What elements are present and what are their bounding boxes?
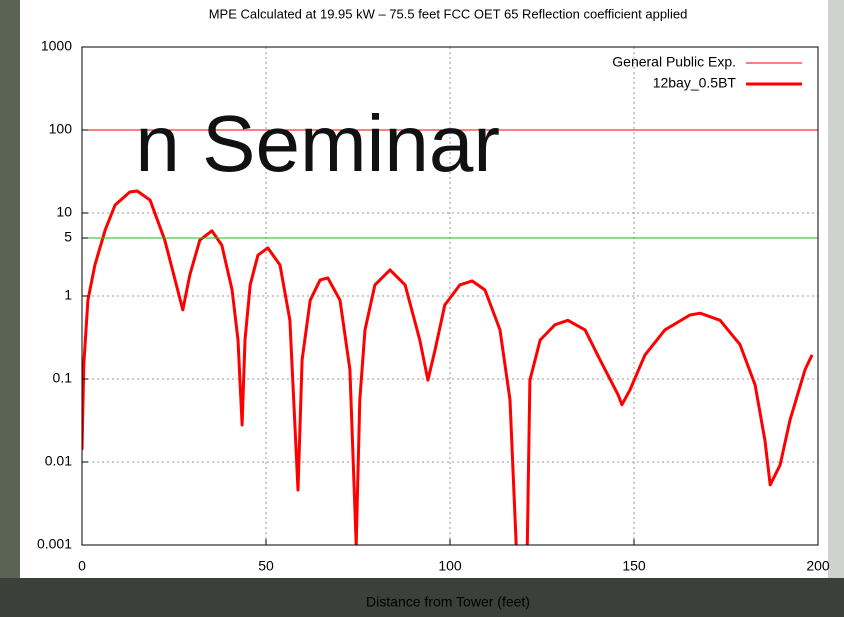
photo-strip-left — [0, 0, 20, 617]
x-tick-label: 50 — [258, 558, 274, 574]
chart-title: MPE Calculated at 19.95 kW – 75.5 feet F… — [209, 6, 688, 21]
y-tick-label: 0.001 — [37, 536, 72, 552]
x-axis-label: Distance from Tower (feet) — [366, 594, 530, 610]
photo-strip-bottom — [0, 578, 844, 617]
overlay-text: n Seminar — [135, 99, 500, 188]
x-tick-label: 200 — [806, 558, 830, 574]
y-tick-label: 5 — [64, 229, 72, 245]
legend-label: 12bay_0.5BT — [653, 75, 737, 91]
y-tick-label: 1000 — [41, 38, 72, 54]
y-tick-label: 0.1 — [53, 370, 73, 386]
photo-strip-right — [828, 0, 844, 617]
y-tick-label: 1 — [64, 287, 72, 303]
y-tick-label: 100 — [49, 121, 73, 137]
legend-label: General Public Exp. — [612, 54, 736, 70]
y-tick-label: 0.01 — [45, 453, 72, 469]
x-tick-label: 0 — [78, 558, 86, 574]
y-tick-label: 10 — [56, 204, 72, 220]
series-line — [82, 189, 814, 545]
x-tick-label: 100 — [438, 558, 462, 574]
x-tick-label: 150 — [622, 558, 646, 574]
